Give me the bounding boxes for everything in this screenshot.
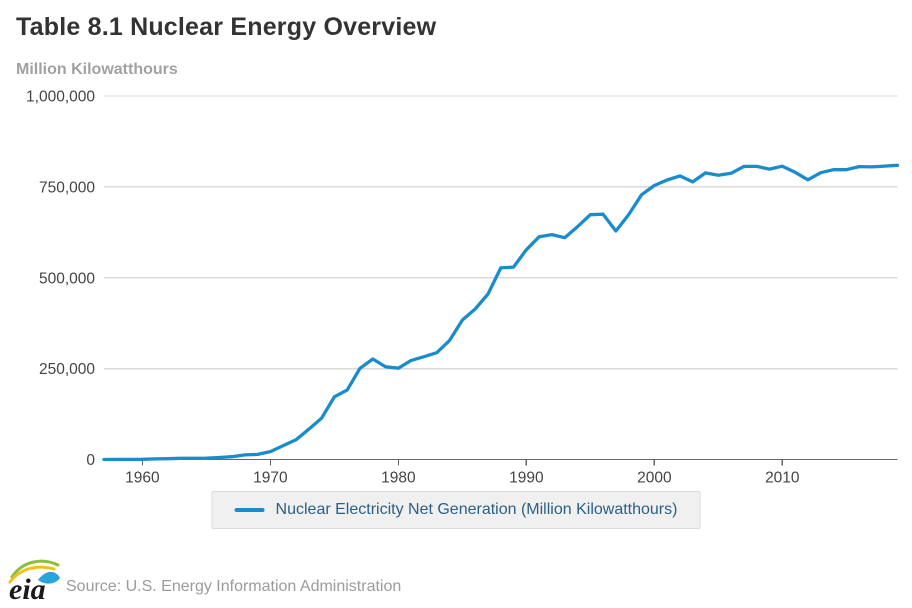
- x-axis-tick-label: 1960: [125, 470, 160, 487]
- y-axis-tick-label: 250,000: [39, 361, 95, 378]
- y-axis-tick-label: 0: [86, 452, 95, 469]
- x-axis-tick-label: 1990: [509, 470, 544, 487]
- eia-logo: eia: [8, 559, 60, 604]
- footer: eia Source: U.S. Energy Information Admi…: [0, 552, 912, 608]
- y-axis-units-label: Million Kilowatthours: [16, 61, 178, 78]
- x-axis-tick-label: 1980: [381, 470, 416, 487]
- series-line-nuclear-generation[interactable]: [102, 163, 900, 462]
- y-axis-tick-label: 750,000: [39, 179, 95, 196]
- x-axis-tick-label: 1970: [253, 470, 288, 487]
- x-axis-tick-label: 2000: [637, 470, 672, 487]
- y-axis-tick-label: 1,000,000: [26, 89, 95, 106]
- x-axis-tick-label: 2010: [765, 470, 800, 487]
- line-chart: 0 250,000 500,000 750,000 1,000,000 1960 1970 1…: [26, 89, 900, 487]
- y-axis-tick-label: 500,000: [39, 270, 95, 287]
- legend-label: Nuclear Electricity Net Generation (Mill…: [275, 501, 678, 518]
- legend-line-swatch: [234, 508, 265, 512]
- legend-item[interactable]: Nuclear Electricity Net Generation (Mill…: [211, 491, 701, 529]
- eia-logo-text: eia: [9, 573, 46, 604]
- source-attribution: Source: U.S. Energy Information Administ…: [66, 578, 402, 595]
- chart-title: Table 8.1 Nuclear Energy Overview: [16, 13, 437, 41]
